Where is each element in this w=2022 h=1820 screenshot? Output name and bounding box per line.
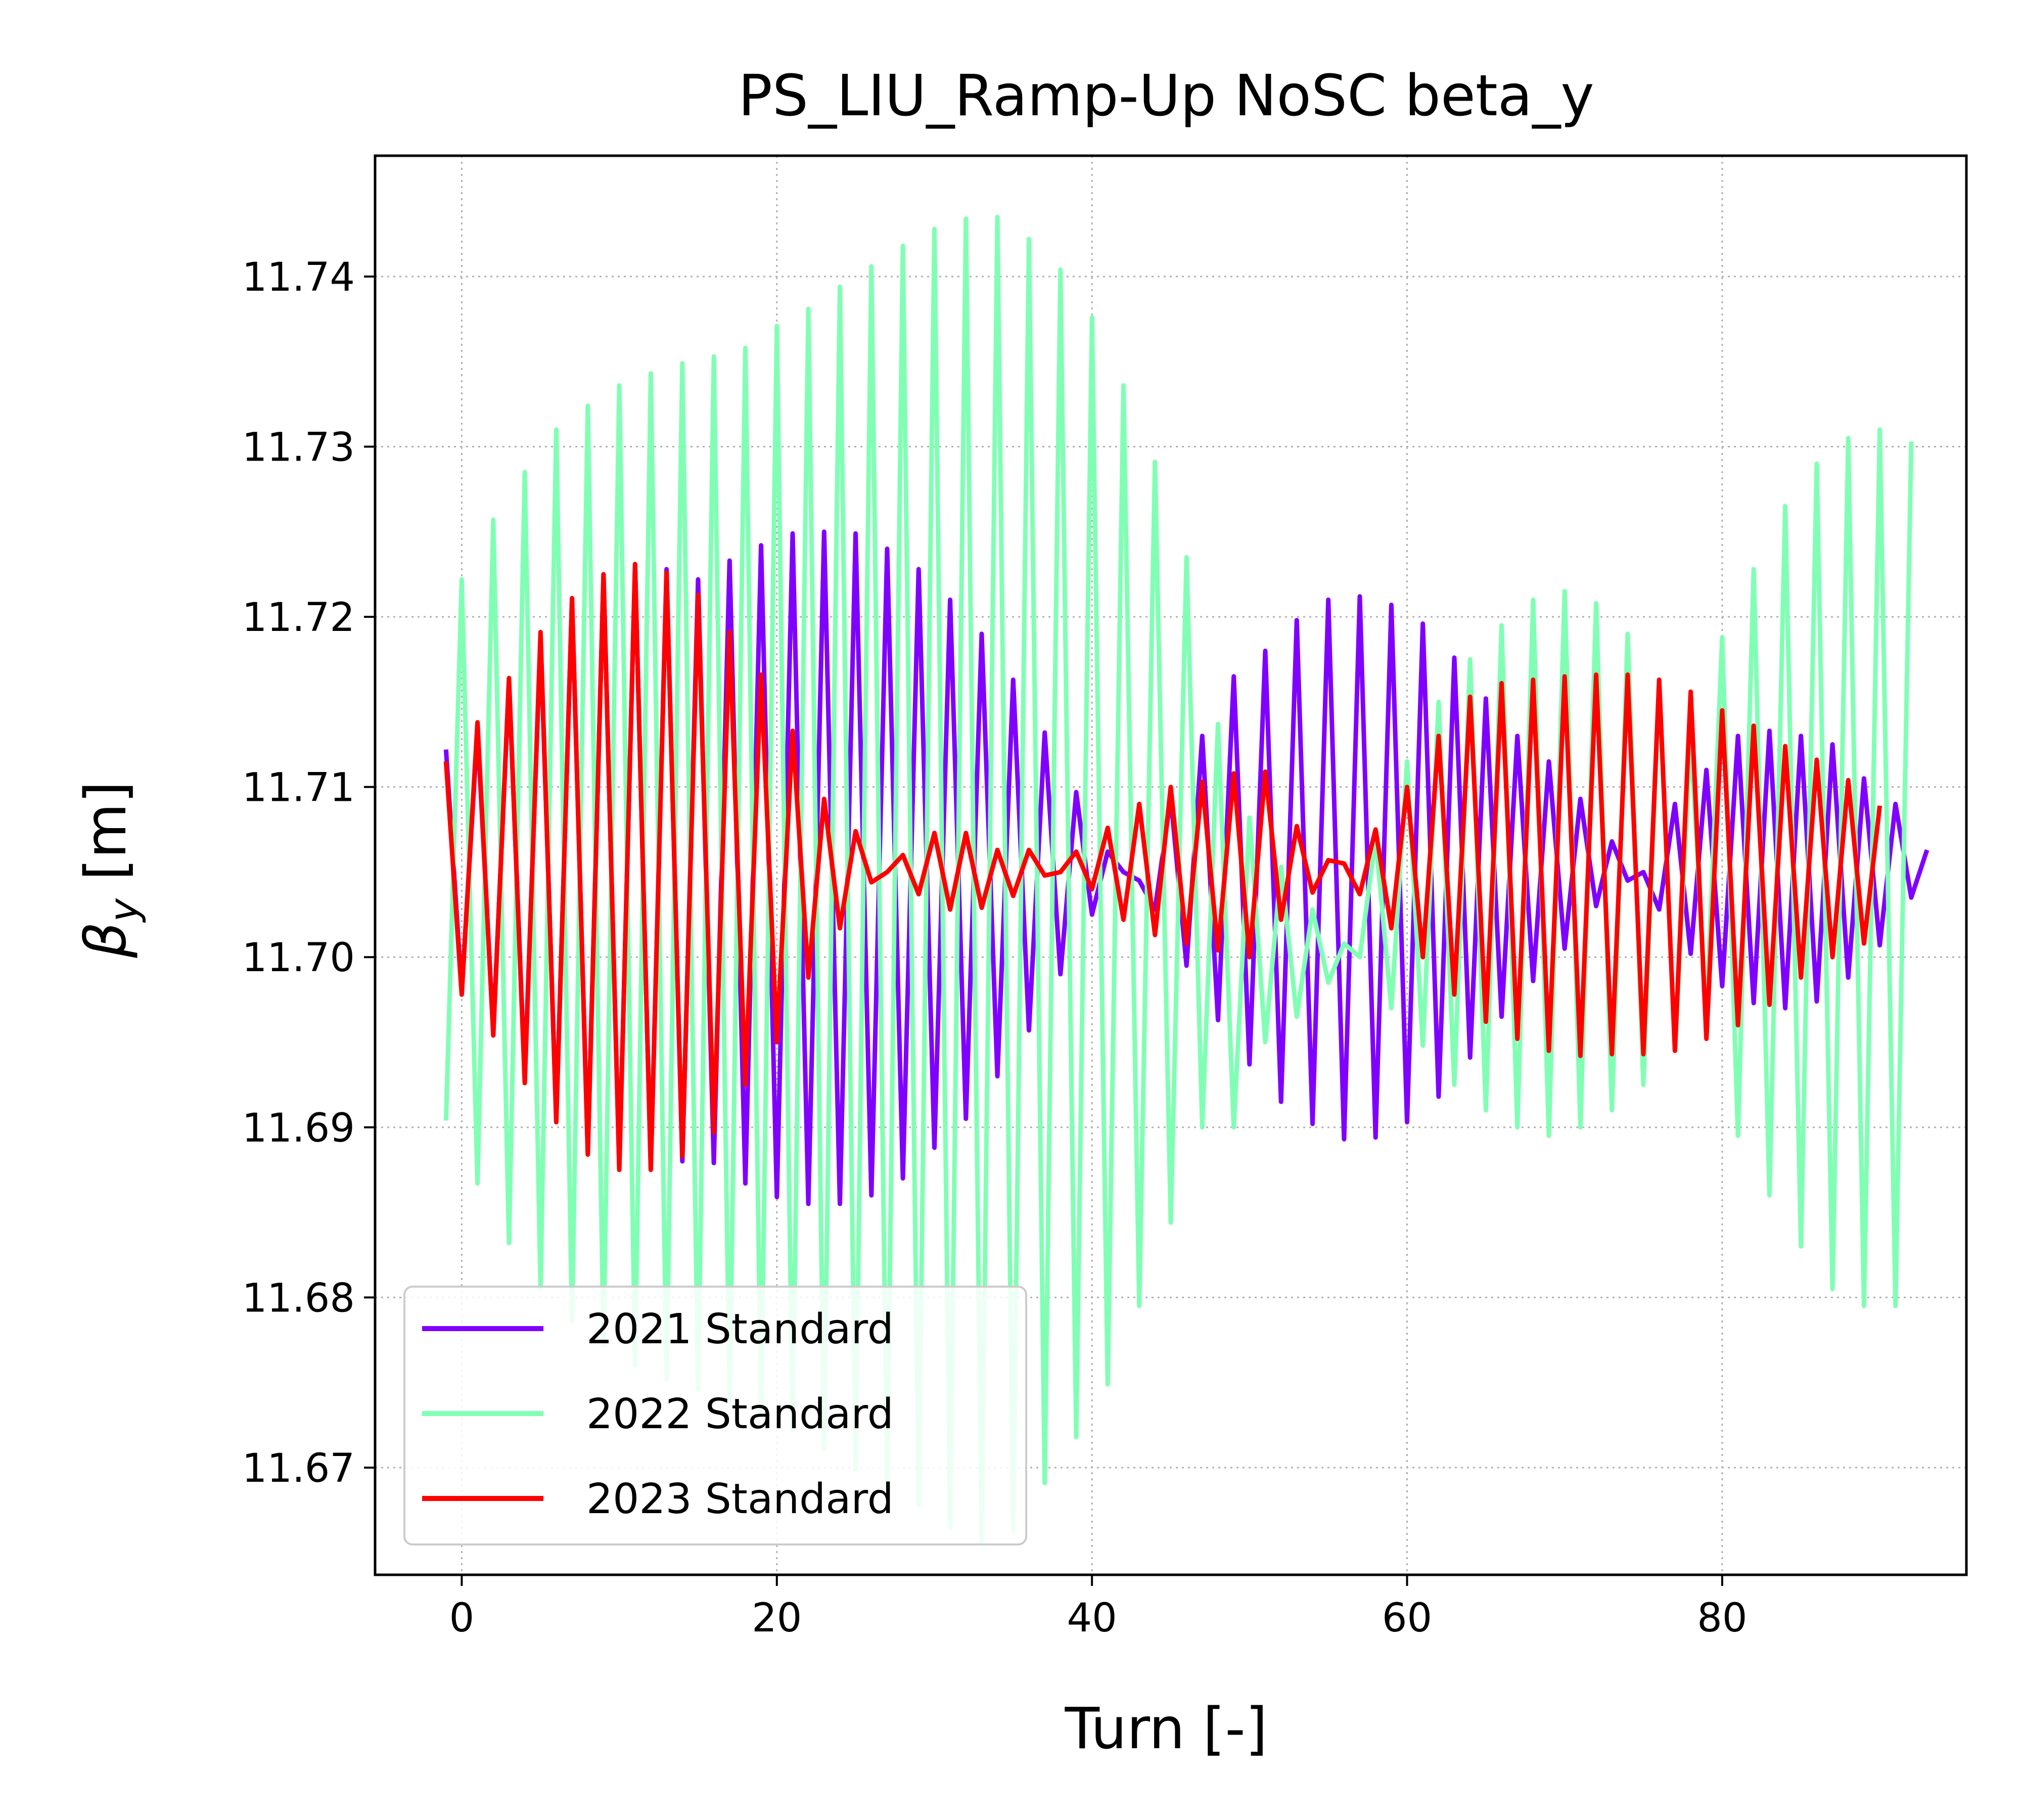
- x-tick-label: 40: [1067, 1596, 1117, 1641]
- x-tick-label: 0: [449, 1596, 475, 1641]
- y-tick-label: 11.74: [242, 255, 355, 300]
- y-axis-label-subscript: y: [102, 897, 147, 923]
- legend: 2021 Standard 2022 Standard 2023 Standard: [403, 1286, 1027, 1545]
- x-tick-label: 60: [1382, 1596, 1432, 1641]
- y-axis-label: βy [m]: [73, 781, 147, 959]
- legend-label-3: 2023 Standard: [586, 1475, 894, 1523]
- y-tick-label: 11.70: [242, 935, 355, 981]
- x-axis-label: Turn [-]: [1065, 1696, 1268, 1762]
- y-tick-label: 11.68: [242, 1276, 355, 1321]
- y-axis-label-unit: [m]: [73, 781, 139, 898]
- chart-title: PS_LIU_Ramp-Up NoSC beta_y: [738, 63, 1594, 129]
- legend-label-2: 2022 Standard: [586, 1390, 894, 1438]
- x-tick-label: 20: [752, 1596, 802, 1641]
- y-axis-ticks: 11.67 11.68 11.69 11.70 11.71 11.72 11.73 11.74: [242, 255, 375, 1491]
- y-tick-label: 11.73: [242, 425, 355, 471]
- x-axis-ticks: 0 20 40 60 80: [449, 1575, 1748, 1641]
- y-tick-label: 11.67: [242, 1446, 355, 1491]
- plot-frame: [374, 154, 1968, 1576]
- y-axis-label-symbol: β: [73, 922, 139, 958]
- y-tick-label: 11.71: [242, 765, 355, 811]
- legend-box: [403, 1286, 1027, 1545]
- series-lines: [443, 214, 1929, 1545]
- x-tick-label: 80: [1697, 1596, 1747, 1641]
- legend-label-1: 2021 Standard: [586, 1305, 894, 1353]
- series-line-3: [443, 562, 1882, 1172]
- y-tick-label: 11.69: [242, 1106, 355, 1151]
- y-tick-label: 11.72: [242, 595, 355, 641]
